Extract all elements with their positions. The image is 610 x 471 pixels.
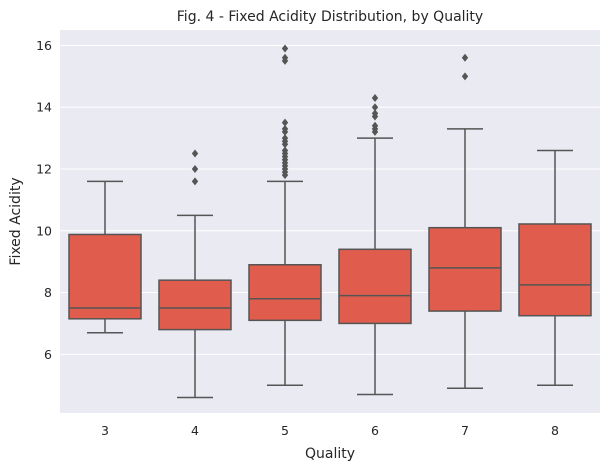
- chart-title: Fig. 4 - Fixed Acidity Distribution, by …: [177, 9, 483, 25]
- x-tick-label: 5: [281, 423, 289, 438]
- x-tick-label: 7: [461, 423, 469, 438]
- iqr-box: [248, 263, 322, 322]
- x-tick-label: 8: [551, 423, 559, 438]
- outlier-point: [371, 93, 379, 102]
- y-tick-label: 16: [36, 38, 52, 53]
- outlier-point: [191, 149, 199, 158]
- outlier-point: [371, 103, 379, 112]
- outlier-point: [281, 134, 289, 143]
- y-axis-label: Fixed Acidity: [8, 177, 24, 265]
- boxes: [68, 44, 592, 399]
- x-tick-label: 6: [371, 423, 379, 438]
- outlier-point: [191, 177, 199, 186]
- box-quality-4: [158, 149, 232, 399]
- x-tick-label: 4: [191, 423, 199, 438]
- y-tick-label: 6: [44, 347, 52, 362]
- plot-background: [60, 30, 600, 413]
- outlier-point: [461, 53, 469, 62]
- iqr-box: [518, 223, 592, 317]
- outlier-point: [281, 44, 289, 53]
- outlier-point: [281, 118, 289, 127]
- box-quality-5: [248, 44, 322, 386]
- y-ticks: 6 8 10 12 14 16: [36, 38, 52, 362]
- x-tick-label: 3: [101, 423, 109, 438]
- x-ticks: 3 4 5 6 7 8: [101, 423, 559, 438]
- iqr-box: [428, 226, 502, 312]
- gridlines: [60, 44, 600, 355]
- iqr-box: [68, 233, 142, 320]
- y-tick-label: 14: [36, 100, 52, 115]
- x-axis-label: Quality: [305, 446, 355, 462]
- outlier-point: [281, 124, 289, 133]
- outlier-point: [371, 109, 379, 118]
- outlier-point: [461, 72, 469, 81]
- outlier-point: [281, 53, 289, 62]
- iqr-box: [338, 248, 412, 325]
- box-quality-8: [518, 149, 592, 386]
- outlier-point: [191, 164, 199, 173]
- box-quality-7: [428, 53, 502, 390]
- y-tick-label: 8: [44, 285, 52, 300]
- iqr-box: [158, 279, 232, 331]
- y-tick-label: 12: [36, 161, 52, 176]
- outlier-point: [371, 121, 379, 130]
- outlier-point: [281, 146, 289, 155]
- box-quality-3: [68, 180, 142, 334]
- y-tick-label: 10: [36, 223, 52, 238]
- box-quality-6: [338, 93, 412, 396]
